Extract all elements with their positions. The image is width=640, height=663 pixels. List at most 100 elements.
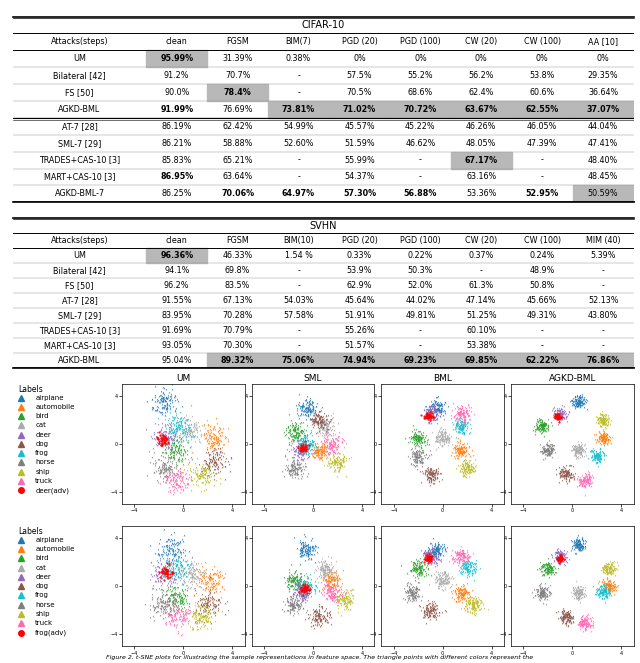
Point [576,589,586,599]
Point [568,535,579,546]
Point [165,456,175,467]
Point [466,464,476,475]
Point [169,469,179,479]
Point [444,577,454,587]
Point [211,474,221,485]
Point [552,414,563,425]
Point [176,411,186,422]
Point [427,545,437,556]
Point [160,420,170,430]
Point [168,450,178,460]
Text: AGKD-BML-7: AGKD-BML-7 [54,190,104,198]
Point [162,402,172,413]
Point [292,464,303,475]
Point [577,615,587,626]
Point [605,566,616,577]
Point [177,618,187,629]
Point [577,615,588,626]
Point [563,605,573,616]
Point [586,481,596,492]
Point [458,547,468,558]
Point [424,404,434,414]
Point [161,573,172,583]
Point [298,453,308,464]
Point [148,601,158,611]
Point [294,589,304,600]
Point [314,445,324,455]
Point [554,408,564,418]
Point [423,472,433,483]
Point [178,562,188,573]
Point [153,477,163,487]
Point [433,554,443,564]
Point [293,450,303,460]
Point [542,450,552,461]
Point [326,413,336,424]
Point [422,547,433,558]
Point [419,403,429,414]
Point [455,406,465,416]
Point [338,453,348,463]
Point [579,617,589,628]
Point [194,421,204,432]
Point [157,428,167,438]
Point [177,561,188,572]
Point [166,389,177,400]
Point [291,601,301,612]
Point [450,410,460,420]
Point [538,425,548,436]
Point [594,448,604,459]
Point [214,593,224,604]
Point [426,406,436,416]
Point [429,558,440,569]
Point [538,558,548,569]
Point [317,441,327,452]
Point [457,439,467,450]
Point [573,535,584,546]
Point [414,562,424,573]
Point [427,408,437,418]
Point [430,414,440,425]
Point [437,431,447,442]
Point [605,588,615,599]
Point [454,584,465,595]
Point [578,584,588,595]
Point [424,552,434,563]
Point [555,407,565,418]
Point [463,558,474,569]
Point [157,409,167,420]
Point [331,568,341,578]
Point [572,585,582,596]
Point [182,612,193,623]
Point [547,565,557,575]
Point [591,457,601,467]
Point [207,440,218,451]
Point [301,575,311,586]
Point [600,436,610,446]
Point [570,442,580,453]
Point [599,576,609,587]
Point [157,591,167,602]
Point [539,561,549,572]
Point [159,383,169,393]
Point [543,568,553,578]
Point [459,556,469,567]
Point [586,626,596,636]
Point [301,580,312,591]
Point [223,436,234,446]
Point [454,408,464,418]
Point [299,586,309,597]
Point [158,395,168,406]
Point [202,598,212,609]
Point [188,608,198,619]
Point [207,444,218,455]
Point [532,584,543,595]
Point [436,403,446,414]
Point [541,567,551,577]
Point [286,576,296,587]
Point [575,581,585,591]
Point [539,443,549,453]
Point [151,570,161,581]
Point [205,573,215,584]
Point [600,584,611,595]
